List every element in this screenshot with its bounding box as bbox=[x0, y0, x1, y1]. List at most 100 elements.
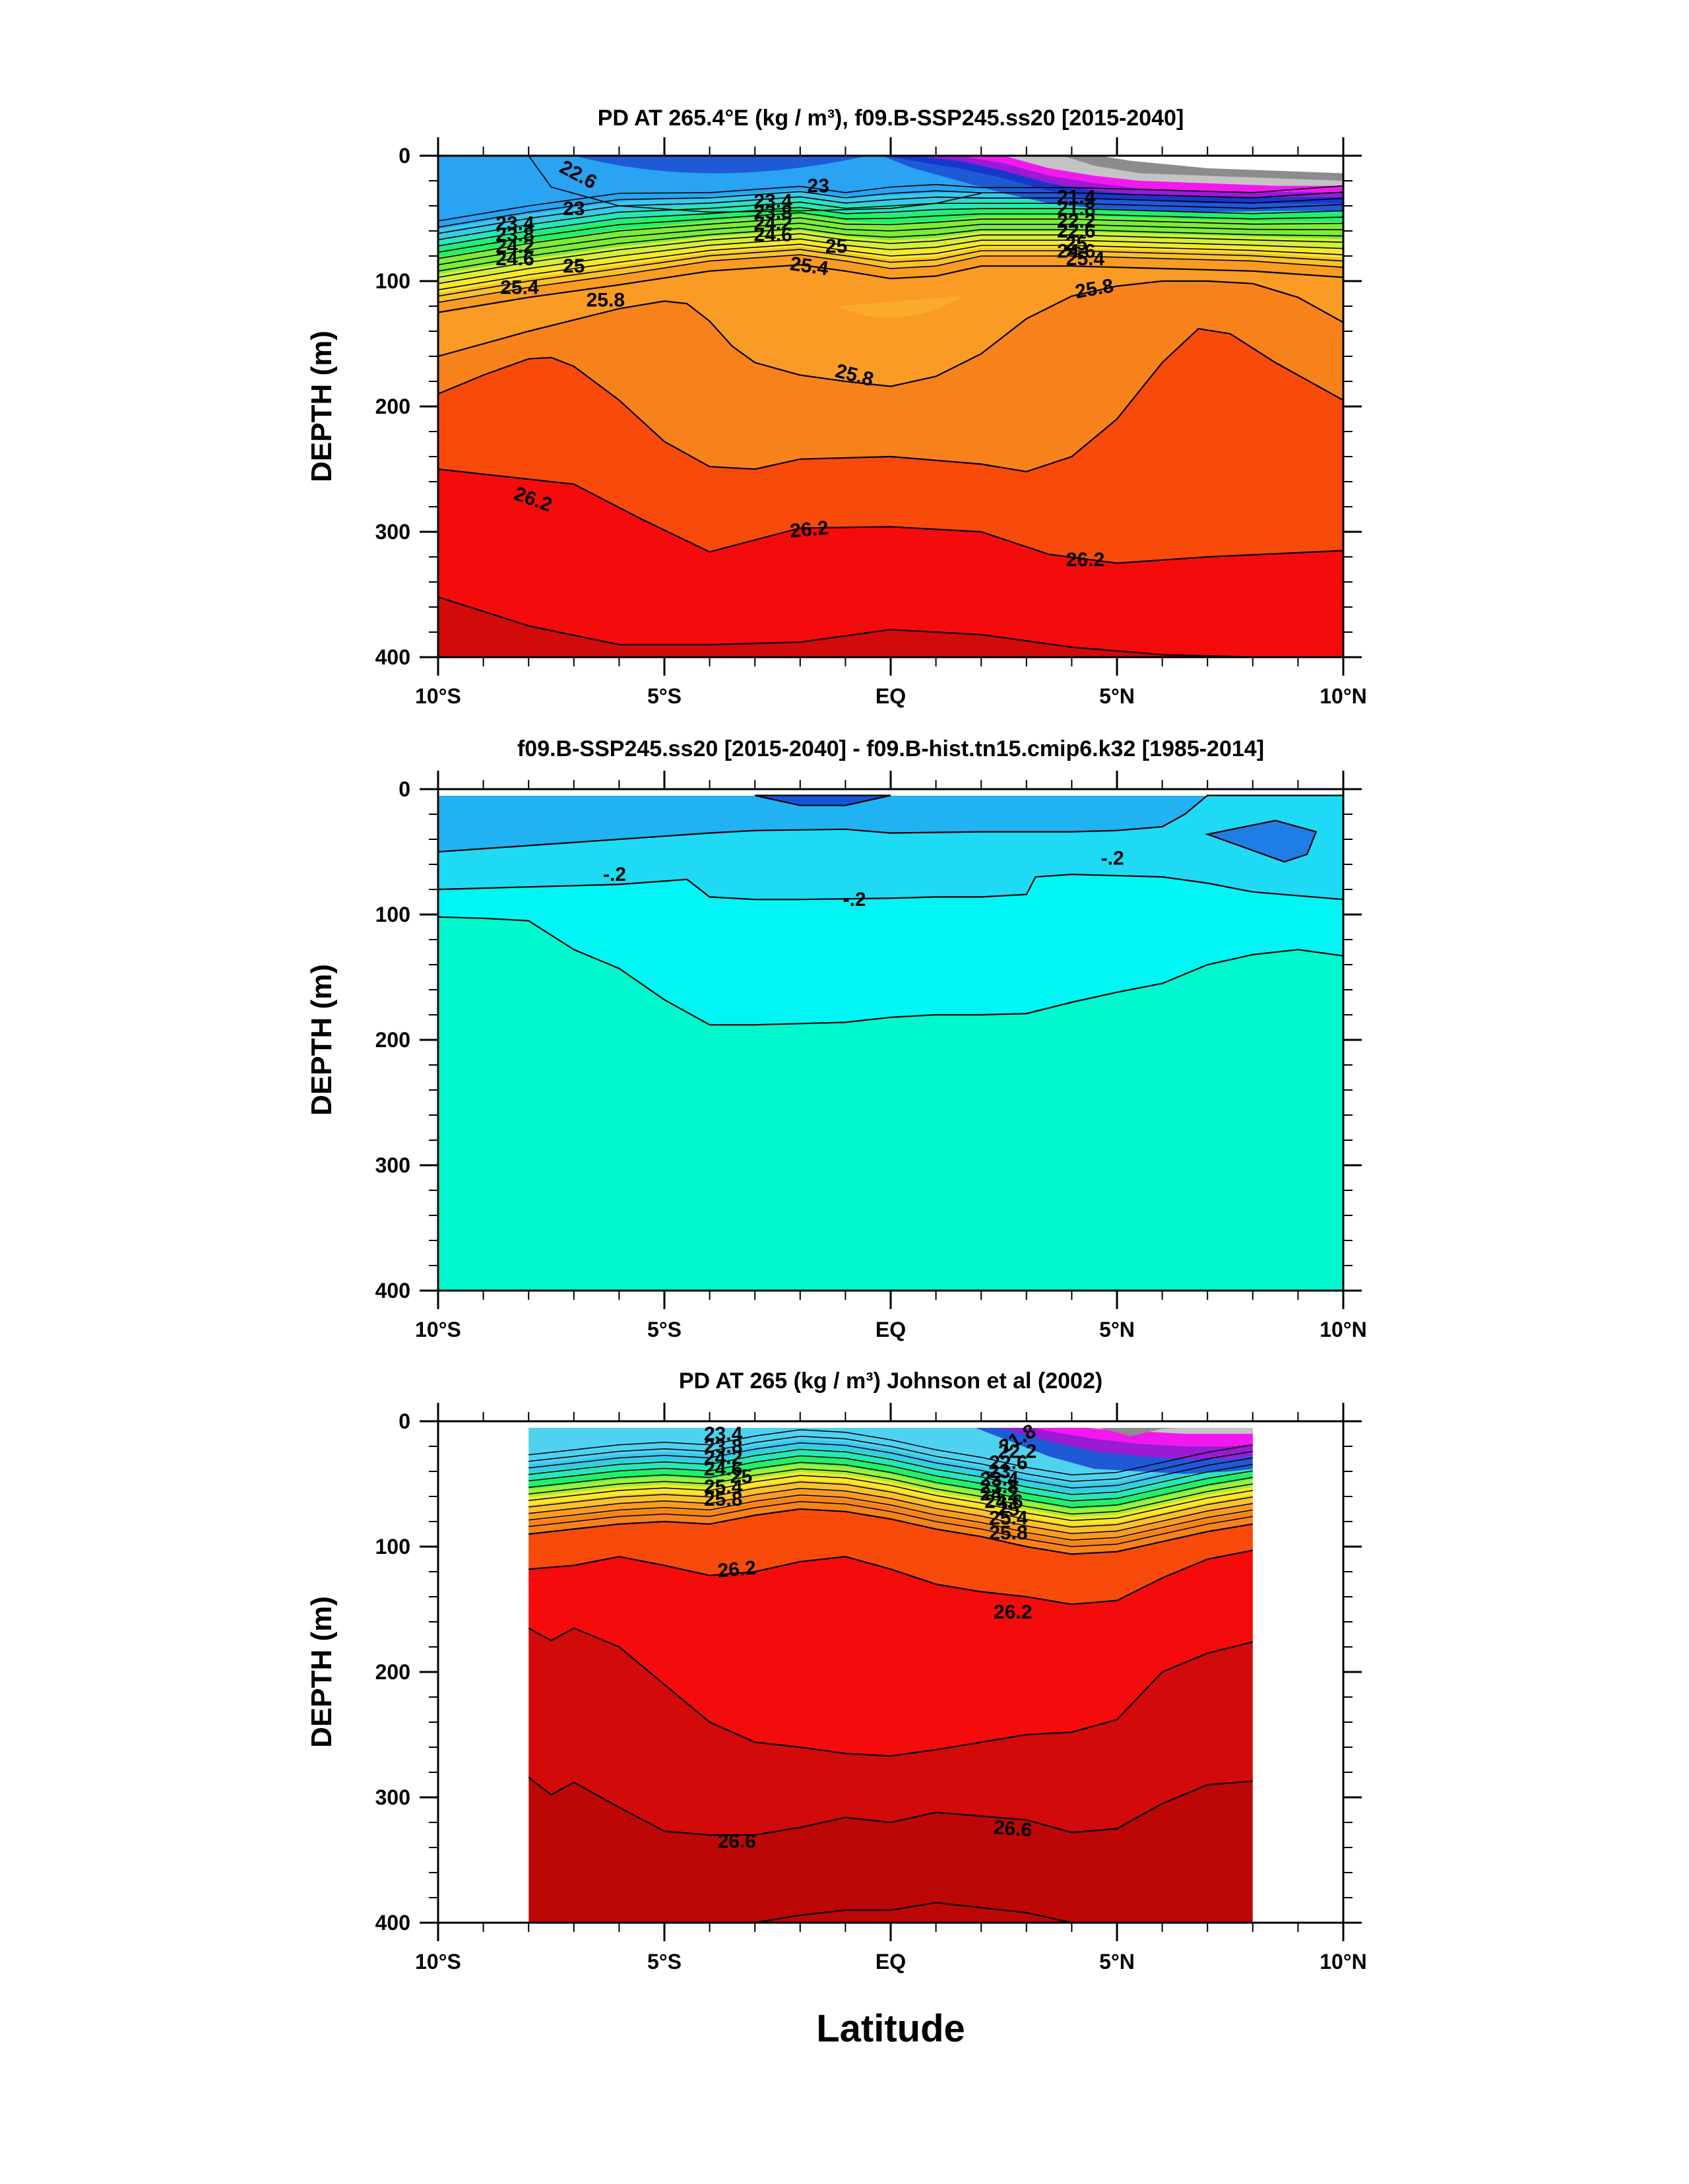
isopycnal-upper bbox=[528, 1442, 1253, 1489]
contour-label: 22.6 bbox=[989, 1452, 1027, 1474]
isopycnal-upper bbox=[438, 228, 1343, 272]
x-tick-label: 10°S bbox=[415, 684, 461, 708]
x-tick-label: 5°N bbox=[1099, 1318, 1135, 1341]
y-tick-label: 200 bbox=[375, 395, 410, 418]
isopycnal-26.4 bbox=[438, 596, 1279, 657]
panel-2-contour-labels: -.2 -.2 -.2 bbox=[603, 848, 1124, 911]
contour-label: 25.8 bbox=[989, 1522, 1027, 1544]
contour-label: 25.4 bbox=[989, 1507, 1028, 1529]
isopycnal-upper bbox=[438, 254, 1343, 304]
isopycnal-26 bbox=[528, 1508, 1253, 1555]
isopycnal-26 bbox=[438, 328, 1343, 472]
x-tick-label: 10°N bbox=[1320, 1318, 1367, 1341]
isopycnal-upper bbox=[438, 212, 1343, 253]
y-tick-label: 400 bbox=[375, 1279, 410, 1302]
isopleth-0 bbox=[438, 916, 1343, 1026]
y-tick-label: 100 bbox=[375, 1535, 410, 1558]
contour-label: 26.2 bbox=[717, 1557, 757, 1582]
panel-2-ylabel: DEPTH (m) bbox=[305, 964, 338, 1116]
y-tick-label: 0 bbox=[398, 144, 410, 168]
band-no-data bbox=[1099, 156, 1343, 174]
contour-label: 24.2 bbox=[704, 1447, 742, 1469]
y-tick-label: 400 bbox=[375, 1911, 410, 1935]
contour-label: -.2 bbox=[603, 864, 626, 885]
contour-label: 25.4 bbox=[788, 253, 830, 280]
panel-1-title: PD AT 265.4°E (kg / m³), f09.B-SSP245.ss… bbox=[598, 106, 1184, 131]
isopycnal-upper bbox=[528, 1455, 1253, 1502]
contour-label: 23.8 bbox=[495, 224, 534, 246]
contour-label: 23.4 bbox=[704, 1423, 743, 1445]
panel-2-isopleths bbox=[438, 794, 1343, 1026]
panel-3-title: PD AT 265 (kg / m³) Johnson et al (2002) bbox=[679, 1368, 1102, 1394]
x-tick-label: 10°N bbox=[1320, 684, 1367, 708]
contour-label: 24.6 bbox=[704, 1458, 742, 1480]
panel-2-contour-fill bbox=[438, 789, 1343, 1291]
contour-label: 25 bbox=[825, 236, 847, 257]
band-25.6-core bbox=[836, 296, 963, 318]
panel-1-isopycnals bbox=[438, 156, 1343, 657]
panel-1-contour-fill bbox=[438, 156, 1343, 657]
contour-label: 25.8 bbox=[704, 1489, 742, 1510]
x-tick-label: EQ bbox=[876, 1950, 906, 1974]
contour-label: 25.4 bbox=[500, 277, 539, 299]
band-surface-blue bbox=[573, 156, 868, 174]
isopycnal-26.8 bbox=[755, 1902, 1072, 1923]
x-tick-label: 5°S bbox=[647, 1950, 682, 1974]
band-minus-0.3-ne bbox=[1207, 820, 1316, 862]
isopycnal-upper bbox=[528, 1494, 1253, 1541]
isopycnal-25.4 bbox=[438, 264, 1343, 313]
contour-label: 23 bbox=[808, 176, 829, 197]
isopleth--0.1 bbox=[438, 874, 1343, 901]
isopleth--0.2 bbox=[438, 794, 1343, 853]
y-tick-label: 100 bbox=[375, 269, 410, 293]
contour-label: 21.8 bbox=[1057, 198, 1095, 220]
isopycnal-upper bbox=[528, 1488, 1253, 1534]
isopycnal-25.8 bbox=[438, 280, 1343, 387]
contour-label: 22.2 bbox=[1057, 210, 1095, 232]
contour-label: 26.6 bbox=[718, 1831, 756, 1853]
x-tick-label: 5°S bbox=[647, 1318, 682, 1341]
contour-label: 25 bbox=[998, 1498, 1019, 1520]
isopycnal-upper bbox=[438, 249, 1343, 297]
isopycnal-upper bbox=[438, 183, 1343, 222]
x-tick-label: 10°N bbox=[1320, 1950, 1367, 1974]
contour-label: 25.4 bbox=[704, 1476, 743, 1498]
isopycnal-26.2 bbox=[528, 1549, 1254, 1605]
y-tick-label: 300 bbox=[375, 520, 410, 544]
isopycnal-upper bbox=[438, 190, 1343, 228]
isopycnal-upper bbox=[438, 238, 1343, 284]
contour-label: 23.8 bbox=[980, 1476, 1018, 1498]
contour-label: 25.8 bbox=[587, 290, 625, 311]
contour-label: 26.2 bbox=[789, 517, 829, 542]
contour-label: 24.6 bbox=[753, 224, 792, 246]
panel-3-contour-labels: 23.423.824.224.62525.425.826.226.226.626… bbox=[704, 1420, 1040, 1852]
isopycnal-upper bbox=[528, 1429, 1253, 1476]
band-surface-gap bbox=[438, 789, 1343, 796]
contour-label: 24.2 bbox=[980, 1483, 1018, 1505]
isopycnal-26.6 bbox=[528, 1776, 1253, 1836]
isopycnal-22.6 bbox=[528, 156, 982, 213]
band-minus-0.2-ne bbox=[1207, 795, 1343, 902]
x-tick-label: 5°N bbox=[1099, 1950, 1135, 1974]
isopycnal-upper bbox=[528, 1436, 1253, 1482]
x-tick-label: 5°S bbox=[647, 684, 682, 708]
contour-label: 22.6 bbox=[1057, 220, 1095, 242]
no-data-east bbox=[1252, 1421, 1343, 1923]
contour-label: -.2 bbox=[1101, 848, 1124, 870]
isopleth--0.3 bbox=[1205, 819, 1318, 863]
y-tick-label: 100 bbox=[375, 903, 410, 926]
y-tick-label: 300 bbox=[375, 1785, 410, 1809]
y-tick-label: 300 bbox=[375, 1153, 410, 1177]
contour-label: 25 bbox=[1066, 233, 1087, 255]
x-tick-label: 5°N bbox=[1099, 684, 1135, 708]
contour-label: 25 bbox=[730, 1466, 752, 1488]
isopycnal-upper bbox=[528, 1448, 1253, 1495]
isopleth--0.3 bbox=[754, 794, 891, 806]
isopycnal-26.4 bbox=[528, 1627, 1254, 1757]
x-tick-label: 10°S bbox=[415, 1950, 461, 1974]
isopycnal-upper bbox=[438, 207, 1343, 247]
isopycnal-upper bbox=[528, 1475, 1253, 1522]
contour-label: 26.6 bbox=[993, 1816, 1033, 1842]
contour-label: 22.2 bbox=[998, 1441, 1036, 1463]
isopycnal-upper bbox=[528, 1468, 1253, 1515]
